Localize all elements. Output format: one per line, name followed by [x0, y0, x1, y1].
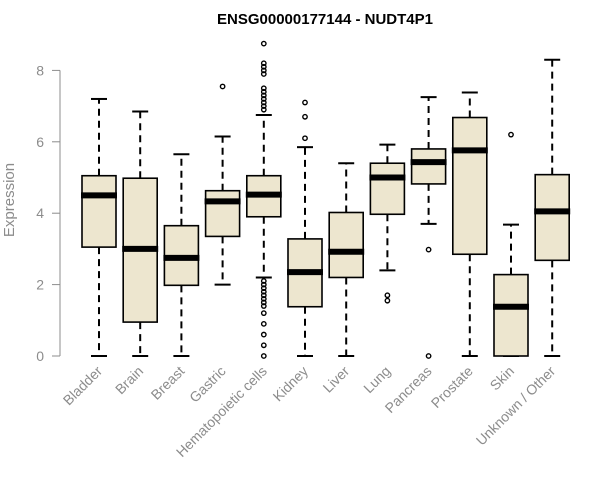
box-pancreas [410, 96, 447, 359]
y-tick-label: 8 [36, 62, 44, 78]
outlier-point [260, 281, 267, 288]
x-tick-label: Breast [148, 363, 188, 403]
outlier-point [260, 303, 267, 309]
box-skin [493, 131, 529, 357]
iqr-box [451, 116, 488, 256]
x-tick-label: Brain [112, 363, 146, 397]
iqr-box [493, 273, 529, 357]
outlier-point [260, 71, 267, 77]
outlier-point [260, 331, 267, 338]
outlier-point [260, 288, 267, 295]
y-axis-label: Expression [1, 163, 18, 237]
outlier-point [260, 320, 267, 327]
outlier-point [260, 295, 267, 302]
box-bladder [81, 97, 117, 357]
box-hematopoietic-cells [245, 40, 282, 359]
iqr-box [81, 174, 117, 248]
outlier-point [425, 353, 432, 359]
box-lung [369, 143, 406, 304]
outlier-point [260, 92, 267, 99]
outlier-point [260, 99, 267, 106]
iqr-box [369, 162, 406, 216]
box-prostate [451, 91, 488, 357]
x-tick-label: Skin [487, 363, 518, 394]
outlier-point [260, 96, 267, 102]
y-tick-label: 0 [36, 348, 44, 364]
x-tick-label: Bladder [60, 363, 106, 409]
box-breast [163, 153, 200, 357]
outlier-point [508, 131, 514, 138]
y-tick-label: 2 [36, 277, 44, 293]
box-liver [328, 162, 365, 357]
box-unknown-other [534, 58, 571, 357]
chart-title: ENSG00000177144 - NUDT4P1 [217, 11, 433, 28]
outlier-point [260, 353, 267, 359]
outlier-point [260, 60, 267, 67]
box-brain [122, 110, 159, 357]
x-tick-label: Lung [360, 363, 393, 396]
outlier-point [260, 278, 267, 284]
iqr-box [534, 173, 571, 262]
y-tick-label: 6 [36, 134, 44, 150]
outlier-point [425, 246, 432, 253]
iqr-box [328, 211, 365, 279]
outlier-point [384, 297, 391, 304]
outlier-point [260, 310, 267, 317]
box-kidney [287, 99, 323, 357]
outlier-point [219, 83, 226, 90]
outlier-point [260, 103, 267, 110]
outlier-point [260, 106, 267, 113]
outlier-point [260, 63, 267, 70]
iqr-box [410, 148, 447, 185]
outlier-point [302, 135, 308, 142]
y-tick-label: 4 [36, 205, 44, 221]
x-tick-label: Liver [320, 363, 353, 396]
box-gastric [204, 83, 241, 286]
iqr-box [204, 189, 241, 238]
outlier-point [384, 292, 391, 299]
outlier-point [260, 342, 267, 349]
outlier-point [260, 292, 267, 299]
outlier-point [260, 85, 267, 92]
outlier-point [302, 113, 308, 120]
outlier-point [260, 67, 267, 74]
outlier-point [260, 40, 267, 47]
x-tick-label: Kidney [270, 363, 312, 405]
outlier-point [302, 99, 308, 106]
outlier-point [260, 285, 267, 292]
x-tick-label: Prostate [428, 363, 476, 411]
boxes-layer [81, 40, 571, 359]
outlier-point [260, 88, 267, 95]
y-axis: 0 2 4 6 8 [36, 62, 61, 364]
outlier-point [260, 299, 267, 306]
